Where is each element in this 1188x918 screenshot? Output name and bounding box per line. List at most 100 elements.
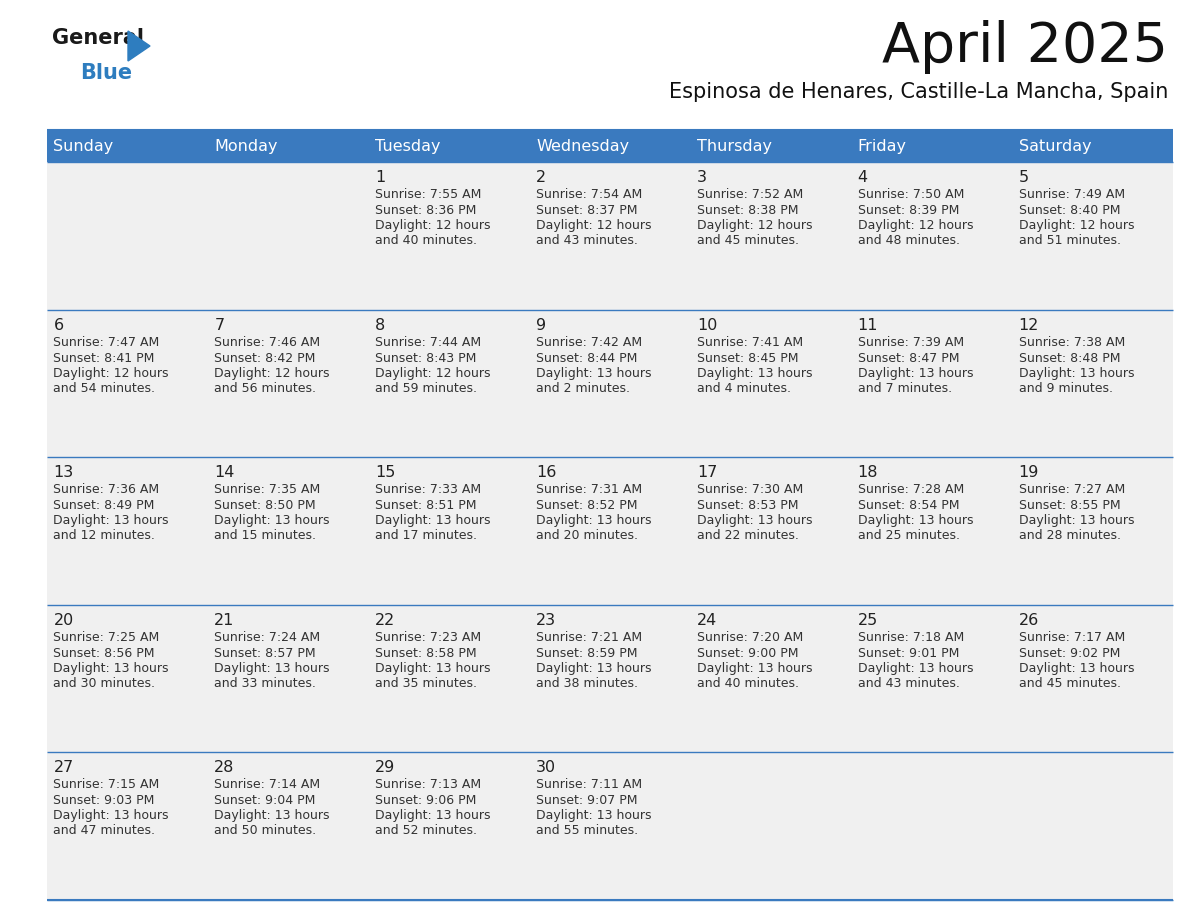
Text: 24: 24	[697, 613, 718, 628]
Bar	[1012, 457, 1173, 605]
Text: 27: 27	[53, 760, 74, 776]
Text: Sunset: 8:59 PM: Sunset: 8:59 PM	[536, 647, 638, 660]
Text: 18: 18	[858, 465, 878, 480]
Text: and 40 minutes.: and 40 minutes.	[375, 234, 478, 247]
Text: Sunset: 8:43 PM: Sunset: 8:43 PM	[375, 352, 476, 364]
Text: Sunset: 9:03 PM: Sunset: 9:03 PM	[53, 794, 154, 808]
Text: Sunrise: 7:54 AM: Sunrise: 7:54 AM	[536, 188, 643, 201]
Bar	[48, 309, 208, 457]
Text: Sunrise: 7:49 AM: Sunrise: 7:49 AM	[1018, 188, 1125, 201]
Text: Sunrise: 7:38 AM: Sunrise: 7:38 AM	[1018, 336, 1125, 349]
Text: Tuesday: Tuesday	[375, 139, 441, 153]
Text: Sunrise: 7:27 AM: Sunrise: 7:27 AM	[1018, 483, 1125, 497]
Text: Thursday: Thursday	[697, 139, 772, 153]
Text: Sunrise: 7:25 AM: Sunrise: 7:25 AM	[53, 631, 159, 644]
Text: and 30 minutes.: and 30 minutes.	[53, 677, 156, 689]
Text: 7: 7	[214, 318, 225, 332]
Text: Sunrise: 7:24 AM: Sunrise: 7:24 AM	[214, 631, 321, 644]
Bar	[852, 457, 1012, 605]
Text: and 45 minutes.: and 45 minutes.	[697, 234, 798, 247]
Bar	[368, 605, 530, 753]
Text: Daylight: 13 hours: Daylight: 13 hours	[53, 514, 169, 527]
Text: 4: 4	[858, 170, 868, 185]
Text: Sunset: 8:45 PM: Sunset: 8:45 PM	[697, 352, 798, 364]
Bar	[530, 753, 690, 900]
Bar	[690, 309, 852, 457]
Text: 21: 21	[214, 613, 235, 628]
Text: 3: 3	[697, 170, 707, 185]
Text: 1: 1	[375, 170, 385, 185]
Text: 5: 5	[1018, 170, 1029, 185]
Bar	[368, 162, 530, 309]
Text: Daylight: 13 hours: Daylight: 13 hours	[53, 810, 169, 823]
Text: Sunset: 8:50 PM: Sunset: 8:50 PM	[214, 499, 316, 512]
Bar	[852, 162, 1012, 309]
Text: Sunset: 8:57 PM: Sunset: 8:57 PM	[214, 647, 316, 660]
Text: Daylight: 13 hours: Daylight: 13 hours	[214, 662, 330, 675]
Text: Blue: Blue	[80, 63, 132, 83]
Text: 19: 19	[1018, 465, 1040, 480]
Text: 2: 2	[536, 170, 546, 185]
Bar	[208, 753, 368, 900]
Text: 28: 28	[214, 760, 235, 776]
Text: Sunset: 9:07 PM: Sunset: 9:07 PM	[536, 794, 638, 808]
Bar	[48, 605, 208, 753]
Text: and 56 minutes.: and 56 minutes.	[214, 382, 316, 395]
Text: and 33 minutes.: and 33 minutes.	[214, 677, 316, 689]
Text: and 25 minutes.: and 25 minutes.	[858, 529, 960, 543]
Text: 10: 10	[697, 318, 718, 332]
Text: Daylight: 13 hours: Daylight: 13 hours	[536, 662, 651, 675]
Text: 29: 29	[375, 760, 396, 776]
Text: Sunset: 9:02 PM: Sunset: 9:02 PM	[1018, 647, 1120, 660]
Bar	[48, 130, 208, 162]
Text: Sunrise: 7:41 AM: Sunrise: 7:41 AM	[697, 336, 803, 349]
Text: and 55 minutes.: and 55 minutes.	[536, 824, 638, 837]
Text: Daylight: 13 hours: Daylight: 13 hours	[1018, 366, 1135, 380]
Text: Sunrise: 7:55 AM: Sunrise: 7:55 AM	[375, 188, 481, 201]
Text: Sunset: 8:41 PM: Sunset: 8:41 PM	[53, 352, 154, 364]
Text: Sunset: 8:42 PM: Sunset: 8:42 PM	[214, 352, 316, 364]
Bar	[48, 162, 208, 309]
Text: Sunrise: 7:14 AM: Sunrise: 7:14 AM	[214, 778, 321, 791]
Text: Sunrise: 7:36 AM: Sunrise: 7:36 AM	[53, 483, 159, 497]
Text: 13: 13	[53, 465, 74, 480]
Text: Sunrise: 7:47 AM: Sunrise: 7:47 AM	[53, 336, 159, 349]
Bar	[368, 309, 530, 457]
Text: and 43 minutes.: and 43 minutes.	[858, 677, 960, 689]
Bar	[1012, 162, 1173, 309]
Text: Sunset: 8:55 PM: Sunset: 8:55 PM	[1018, 499, 1120, 512]
Text: Daylight: 13 hours: Daylight: 13 hours	[858, 366, 973, 380]
Text: and 17 minutes.: and 17 minutes.	[375, 529, 478, 543]
Text: Daylight: 13 hours: Daylight: 13 hours	[375, 662, 491, 675]
Text: Sunset: 9:00 PM: Sunset: 9:00 PM	[697, 647, 798, 660]
Text: and 43 minutes.: and 43 minutes.	[536, 234, 638, 247]
Bar	[690, 457, 852, 605]
Bar	[1012, 753, 1173, 900]
Text: Sunset: 8:56 PM: Sunset: 8:56 PM	[53, 647, 154, 660]
Bar	[208, 457, 368, 605]
Text: and 50 minutes.: and 50 minutes.	[214, 824, 316, 837]
Bar	[852, 130, 1012, 162]
Text: Saturday: Saturday	[1018, 139, 1092, 153]
Text: Sunset: 8:40 PM: Sunset: 8:40 PM	[1018, 204, 1120, 217]
Text: Wednesday: Wednesday	[536, 139, 630, 153]
Text: Sunset: 8:53 PM: Sunset: 8:53 PM	[697, 499, 798, 512]
Text: and 35 minutes.: and 35 minutes.	[375, 677, 478, 689]
Text: Sunrise: 7:50 AM: Sunrise: 7:50 AM	[858, 188, 965, 201]
Text: Sunrise: 7:31 AM: Sunrise: 7:31 AM	[536, 483, 643, 497]
Bar	[48, 753, 208, 900]
Text: Daylight: 13 hours: Daylight: 13 hours	[375, 810, 491, 823]
Bar	[852, 753, 1012, 900]
Text: Sunset: 8:52 PM: Sunset: 8:52 PM	[536, 499, 638, 512]
Bar	[208, 130, 368, 162]
Text: General: General	[52, 28, 144, 48]
Bar	[208, 309, 368, 457]
Text: Sunset: 8:48 PM: Sunset: 8:48 PM	[1018, 352, 1120, 364]
Text: Daylight: 13 hours: Daylight: 13 hours	[214, 810, 330, 823]
Text: 15: 15	[375, 465, 396, 480]
Text: 20: 20	[53, 613, 74, 628]
Text: Sunset: 8:37 PM: Sunset: 8:37 PM	[536, 204, 638, 217]
Text: Daylight: 12 hours: Daylight: 12 hours	[214, 366, 330, 380]
Text: Sunset: 8:36 PM: Sunset: 8:36 PM	[375, 204, 476, 217]
Text: Sunrise: 7:23 AM: Sunrise: 7:23 AM	[375, 631, 481, 644]
